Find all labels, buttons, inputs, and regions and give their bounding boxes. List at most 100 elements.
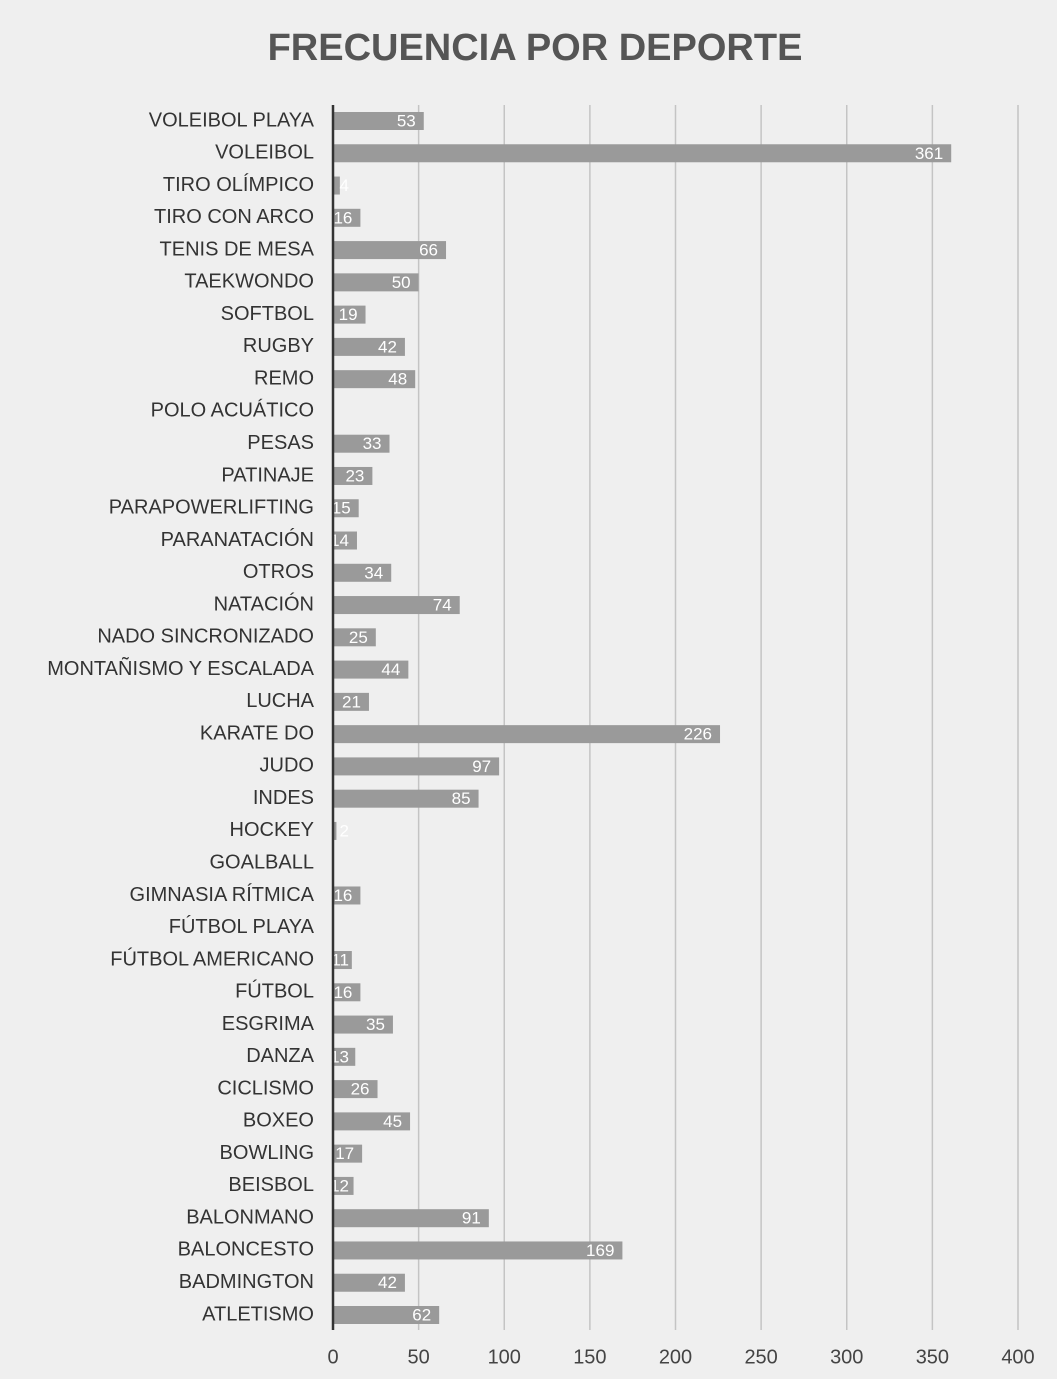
bar xyxy=(333,725,721,744)
y-tick-label: PARAPOWERLIFTING xyxy=(109,497,314,519)
bar xyxy=(333,1306,440,1324)
y-tick-label: FÚTBOL AMERICANO xyxy=(110,947,314,970)
y-tick-label: MONTAÑISMO Y ESCALADA xyxy=(47,656,314,680)
value-label: 91 xyxy=(462,1209,481,1228)
y-tick-label: BEISBOL xyxy=(228,1174,314,1196)
bar xyxy=(333,951,352,970)
bar xyxy=(333,983,361,1002)
y-tick-label: BADMINGTON xyxy=(179,1271,314,1293)
y-tick-label: NADO SINCRONIZADO xyxy=(97,626,314,648)
y-tick-label: TAEKWONDO xyxy=(184,271,314,293)
y-tick-label: VOLEIBOL xyxy=(215,142,314,164)
bar xyxy=(333,112,424,130)
x-tick-label: 250 xyxy=(744,1346,777,1368)
bar xyxy=(333,1241,623,1260)
bar xyxy=(333,821,337,840)
y-tick-label: NATACIÓN xyxy=(214,592,314,615)
y-tick-label: PATINAJE xyxy=(221,464,314,486)
bar xyxy=(333,596,460,615)
bar xyxy=(333,628,376,647)
value-label: 14 xyxy=(330,531,349,550)
value-label: 16 xyxy=(333,886,352,905)
value-label: 2 xyxy=(340,821,349,840)
bar xyxy=(333,692,369,711)
bar xyxy=(333,1144,363,1163)
bar xyxy=(333,1080,378,1099)
bar xyxy=(333,208,361,227)
value-label: 50 xyxy=(392,273,411,292)
x-tick-label: 0 xyxy=(327,1346,338,1368)
value-label: 11 xyxy=(331,951,349,970)
y-tick-label: JUDO xyxy=(260,755,314,777)
y-tick-label: FÚTBOL PLAYA xyxy=(169,915,315,938)
y-tick-label: LUCHA xyxy=(246,690,314,712)
bar xyxy=(333,789,479,808)
value-label: 66 xyxy=(419,241,438,260)
y-tick-label: VOLEIBOL PLAYA xyxy=(149,109,315,131)
value-label: 33 xyxy=(363,434,382,453)
value-label: 13 xyxy=(330,1047,349,1066)
y-tick-label: BALONCESTO xyxy=(178,1239,314,1261)
value-label: 45 xyxy=(383,1112,402,1131)
bar xyxy=(333,1176,354,1195)
y-tick-label: ATLETISMO xyxy=(202,1303,314,1325)
y-tick-label: KARATE DO xyxy=(200,722,314,744)
y-tick-label: GIMNASIA RÍTMICA xyxy=(130,883,315,906)
value-label: 48 xyxy=(388,370,407,389)
y-tick-label: FÚTBOL xyxy=(235,980,314,1003)
bar xyxy=(333,434,390,453)
value-label: 17 xyxy=(335,1144,354,1163)
bar xyxy=(333,241,447,260)
bar xyxy=(333,531,357,550)
value-label: 15 xyxy=(332,499,351,518)
x-tick-label: 400 xyxy=(1001,1346,1034,1368)
bar xyxy=(333,370,416,389)
y-tick-label: CICLISMO xyxy=(217,1077,314,1099)
y-tick-label: TIRO OLÍMPICO xyxy=(163,173,314,196)
bar xyxy=(333,305,366,324)
y-tick-label: TENIS DE MESA xyxy=(160,238,315,260)
y-tick-label: GOALBALL xyxy=(209,851,314,873)
bar xyxy=(333,176,340,195)
value-label: 4 xyxy=(340,176,349,195)
bar xyxy=(333,1112,411,1131)
value-label: 16 xyxy=(333,983,352,1002)
value-label: 19 xyxy=(339,305,358,324)
bar xyxy=(333,1209,489,1228)
bar xyxy=(333,466,373,485)
bar xyxy=(333,499,359,518)
value-label: 16 xyxy=(333,208,352,227)
value-label: 34 xyxy=(364,563,383,582)
value-label: 62 xyxy=(412,1305,431,1324)
x-tick-label: 200 xyxy=(659,1346,692,1368)
value-label: 361 xyxy=(915,144,943,163)
bar xyxy=(333,1047,356,1066)
y-tick-label: REMO xyxy=(254,367,314,389)
y-tick-label: ESGRIMA xyxy=(222,1013,315,1035)
y-tick-label: OTROS xyxy=(243,561,314,583)
bar xyxy=(333,337,405,356)
value-label: 85 xyxy=(452,789,471,808)
value-label: 35 xyxy=(366,1015,385,1034)
value-label: 74 xyxy=(433,596,452,615)
value-label: 53 xyxy=(397,111,416,130)
bar xyxy=(333,273,419,292)
bar xyxy=(333,660,409,679)
bar xyxy=(333,1015,393,1034)
y-tick-label: HOCKEY xyxy=(230,819,314,841)
y-tick-label: DANZA xyxy=(246,1045,314,1067)
x-tick-label: 50 xyxy=(408,1346,430,1368)
value-label: 25 xyxy=(349,628,368,647)
y-tick-label: POLO ACUÁTICO xyxy=(151,399,314,422)
x-tick-label: 300 xyxy=(830,1346,863,1368)
y-tick-label: BOXEO xyxy=(243,1110,314,1132)
value-label: 21 xyxy=(342,692,361,711)
bar xyxy=(333,757,500,776)
y-tick-label: BALONMANO xyxy=(186,1206,314,1228)
value-label: 44 xyxy=(381,660,400,679)
chart-title: FRECUENCIA POR DEPORTE xyxy=(268,27,803,69)
y-tick-label: BOWLING xyxy=(220,1142,314,1164)
y-tick-label: SOFTBOL xyxy=(221,303,314,325)
